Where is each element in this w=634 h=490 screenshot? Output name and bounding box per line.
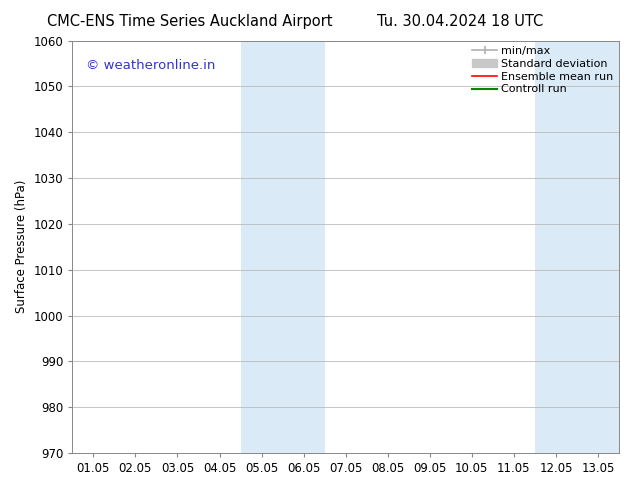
Text: Tu. 30.04.2024 18 UTC: Tu. 30.04.2024 18 UTC bbox=[377, 14, 543, 29]
Bar bbox=[240, 41, 325, 453]
Text: CMC-ENS Time Series Auckland Airport: CMC-ENS Time Series Auckland Airport bbox=[48, 14, 333, 29]
Bar bbox=[535, 41, 619, 453]
Y-axis label: Surface Pressure (hPa): Surface Pressure (hPa) bbox=[15, 180, 28, 314]
Legend: min/max, Standard deviation, Ensemble mean run, Controll run: min/max, Standard deviation, Ensemble me… bbox=[472, 46, 614, 95]
Text: © weatheronline.in: © weatheronline.in bbox=[86, 59, 216, 72]
